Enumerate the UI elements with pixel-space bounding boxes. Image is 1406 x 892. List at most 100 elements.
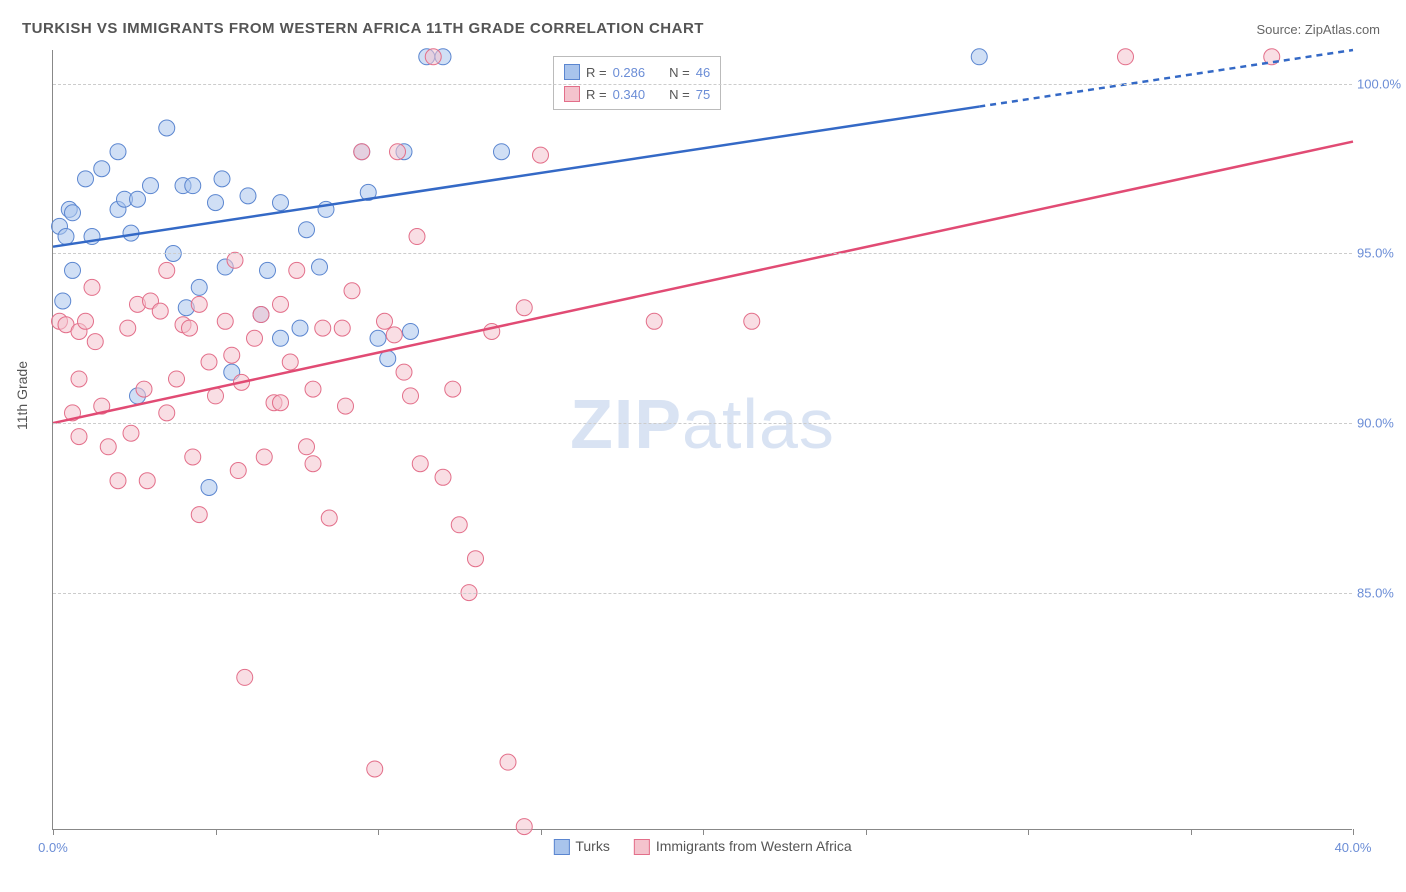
x-tick-label: 0.0% <box>38 840 68 855</box>
trend-line <box>53 107 979 247</box>
scatter-point <box>273 330 289 346</box>
legend-stat-row: R = 0.340 N = 75 <box>564 83 710 105</box>
legend-swatch <box>564 64 580 80</box>
scatter-point <box>201 479 217 495</box>
scatter-point <box>445 381 461 397</box>
x-tick <box>541 829 542 835</box>
scatter-point <box>282 354 298 370</box>
scatter-point <box>208 195 224 211</box>
scatter-point <box>338 398 354 414</box>
scatter-point <box>191 279 207 295</box>
scatter-point <box>169 371 185 387</box>
scatter-point <box>367 761 383 777</box>
scatter-point <box>94 161 110 177</box>
scatter-point <box>334 320 350 336</box>
scatter-point <box>185 178 201 194</box>
scatter-point <box>87 334 103 350</box>
scatter-point <box>143 178 159 194</box>
y-tick-label: 95.0% <box>1357 246 1406 261</box>
scatter-point <box>377 313 393 329</box>
source-label: Source: ZipAtlas.com <box>1256 22 1380 37</box>
scatter-point <box>182 320 198 336</box>
scatter-point <box>71 429 87 445</box>
scatter-point <box>516 300 532 316</box>
scatter-point <box>230 463 246 479</box>
scatter-point <box>315 320 331 336</box>
scatter-point <box>240 188 256 204</box>
scatter-point <box>214 171 230 187</box>
y-axis-label: 11th Grade <box>14 361 30 430</box>
x-tick <box>1353 829 1354 835</box>
scatter-point <box>273 296 289 312</box>
legend-n-value: 46 <box>696 65 710 80</box>
scatter-point <box>971 49 987 65</box>
scatter-point <box>386 327 402 343</box>
scatter-point <box>312 259 328 275</box>
scatter-point <box>201 354 217 370</box>
legend-n-value: 75 <box>696 87 710 102</box>
legend-n-label: N = <box>669 65 690 80</box>
legend-r-value: 0.340 <box>613 87 646 102</box>
legend-series: TurksImmigrants from Western Africa <box>553 838 851 855</box>
scatter-point <box>516 819 532 835</box>
scatter-point <box>159 120 175 136</box>
scatter-point <box>227 252 243 268</box>
x-tick <box>216 829 217 835</box>
scatter-point <box>65 205 81 221</box>
scatter-point <box>646 313 662 329</box>
legend-swatch <box>564 86 580 102</box>
scatter-point <box>390 144 406 160</box>
scatter-point <box>370 330 386 346</box>
legend-swatch <box>553 839 569 855</box>
legend-swatch <box>634 839 650 855</box>
x-tick <box>1028 829 1029 835</box>
chart-svg <box>53 50 1352 829</box>
x-tick <box>866 829 867 835</box>
scatter-point <box>78 313 94 329</box>
scatter-point <box>139 473 155 489</box>
scatter-point <box>152 303 168 319</box>
legend-n-label: N = <box>669 87 690 102</box>
scatter-point <box>299 439 315 455</box>
trend-line-dashed <box>979 50 1353 107</box>
scatter-point <box>299 222 315 238</box>
scatter-point <box>321 510 337 526</box>
scatter-point <box>292 320 308 336</box>
scatter-point <box>191 296 207 312</box>
scatter-point <box>425 49 441 65</box>
y-tick-label: 100.0% <box>1357 76 1406 91</box>
scatter-point <box>130 191 146 207</box>
scatter-point <box>412 456 428 472</box>
x-tick <box>53 829 54 835</box>
y-tick-label: 85.0% <box>1357 585 1406 600</box>
scatter-point <box>451 517 467 533</box>
scatter-point <box>237 669 253 685</box>
scatter-point <box>305 381 321 397</box>
legend-r-label: R = <box>586 87 607 102</box>
scatter-point <box>273 395 289 411</box>
plot-area: ZIPatlas R =0.286N =46R =0.340N =75 Turk… <box>52 50 1352 830</box>
scatter-point <box>159 262 175 278</box>
scatter-point <box>435 469 451 485</box>
scatter-point <box>65 262 81 278</box>
scatter-point <box>110 144 126 160</box>
scatter-point <box>273 195 289 211</box>
gridline <box>53 593 1352 594</box>
x-tick-label: 40.0% <box>1335 840 1372 855</box>
scatter-point <box>120 320 136 336</box>
legend-r-label: R = <box>586 65 607 80</box>
trend-line <box>53 142 1353 423</box>
scatter-point <box>185 449 201 465</box>
scatter-point <box>409 229 425 245</box>
scatter-point <box>744 313 760 329</box>
scatter-point <box>224 347 240 363</box>
x-tick <box>378 829 379 835</box>
legend-series-label: Turks <box>575 838 609 854</box>
scatter-point <box>58 229 74 245</box>
scatter-point <box>123 425 139 441</box>
scatter-point <box>260 262 276 278</box>
scatter-point <box>217 313 233 329</box>
scatter-point <box>191 507 207 523</box>
legend-r-value: 0.286 <box>613 65 646 80</box>
scatter-point <box>533 147 549 163</box>
